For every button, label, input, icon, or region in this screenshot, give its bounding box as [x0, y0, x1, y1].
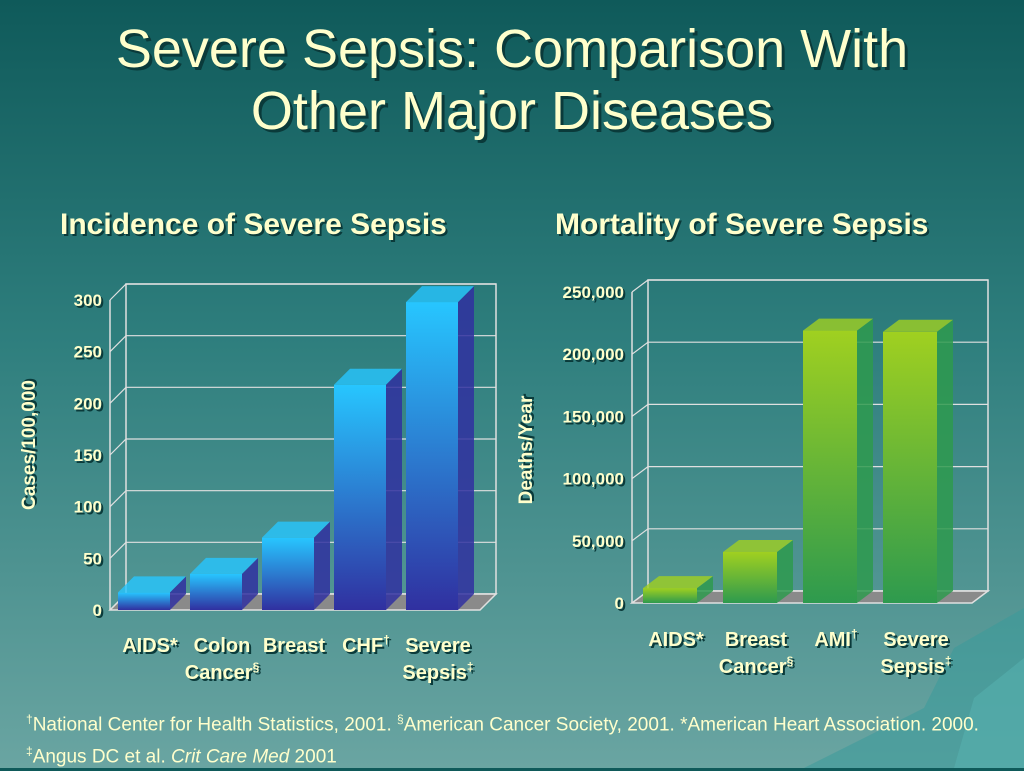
- incidence-bar: [190, 557, 258, 610]
- incidence-bar-top: [262, 521, 330, 538]
- incidence-plot: 0 50 100 150 200 250 300 Cases/100,000 AIDS* Colo…: [19, 283, 498, 684]
- incidence-tick-label: 150: [74, 446, 102, 465]
- incidence-gridline: [109, 335, 496, 353]
- mortality-plot: 0 50,000 100,000 150,000 200,000 250,000 Death…: [516, 279, 991, 678]
- incidence-bar: [334, 368, 402, 610]
- incidence-bar-top: [190, 557, 258, 574]
- mortality-bar: [723, 539, 793, 603]
- mortality-category-label: AMI†: [814, 627, 857, 651]
- mortality-bar-front: [643, 588, 697, 603]
- incidence-chart-title: Incidence of Severe Sepsis: [60, 208, 447, 241]
- mortality-bar: [643, 576, 713, 603]
- incidence-bar-front: [406, 302, 458, 610]
- mortality-tick-label: 0: [615, 594, 624, 613]
- mortality-tick-label: 200,000: [563, 345, 624, 364]
- mortality-chart-title: Mortality of Severe Sepsis: [555, 208, 929, 241]
- incidence-tick-label: 100: [74, 498, 102, 517]
- mortality-bar-side: [697, 576, 713, 603]
- incidence-bar-side: [242, 557, 258, 610]
- incidence-tick-label: 300: [74, 291, 102, 310]
- decorative-shapes: [804, 608, 1024, 768]
- incidence-category-label: CHF†: [342, 633, 390, 657]
- incidence-category-label-line2: Sepsis‡: [402, 660, 473, 684]
- mortality-bar-top: [723, 539, 793, 552]
- incidence-category-label: AIDS*: [122, 635, 178, 657]
- incidence-category-label: Colon: [194, 635, 251, 657]
- incidence-bar: [406, 286, 474, 610]
- mortality-bar-top: [803, 318, 873, 331]
- incidence-bar-side: [314, 521, 330, 610]
- mortality-y-axis-label: Deaths/Year: [516, 395, 537, 504]
- mortality-tick-label: 100,000: [563, 470, 624, 489]
- incidence-bar: [262, 521, 330, 610]
- incidence-bar: [118, 576, 186, 610]
- incidence-category-label: Breast: [263, 635, 326, 657]
- mortality-gridline: [631, 528, 988, 542]
- mortality-bar-front: [883, 331, 937, 603]
- incidence-tick-label: 200: [74, 394, 102, 413]
- mortality-bar: [803, 318, 873, 603]
- footnote-symbol-dagger: †: [26, 712, 33, 726]
- mortality-category-label: Breast: [725, 629, 788, 651]
- footnote-symbol-ddagger: ‡: [26, 744, 33, 759]
- mortality-category-label-line2: Sepsis‡: [880, 654, 951, 678]
- mortality-category-label: Severe: [883, 629, 949, 651]
- mortality-tick-label: 50,000: [572, 532, 624, 551]
- mortality-gridline: [631, 279, 988, 293]
- incidence-y-axis-label: Cases/100,000: [19, 380, 40, 510]
- incidence-tick-label: 50: [83, 549, 102, 568]
- mortality-category-label-line2: Cancer§: [719, 654, 794, 678]
- mortality-bar-side: [857, 318, 873, 603]
- footnote-journal: Crit Care Med: [171, 746, 290, 768]
- mortality-bar-side: [777, 539, 793, 603]
- footnote-year: 2001: [289, 746, 337, 768]
- mortality-gridline: [631, 403, 988, 417]
- footnote-symbol-section: §: [397, 712, 404, 726]
- footnote-nchs: National Center for Health Statistics, 2…: [32, 714, 398, 736]
- mortality-bar-top: [643, 576, 713, 589]
- incidence-bar-side: [386, 368, 402, 610]
- incidence-tick-label: 0: [93, 601, 102, 620]
- incidence-bar-front: [118, 592, 170, 610]
- mortality-bar-side: [937, 319, 953, 603]
- mortality-gridline: [631, 341, 988, 355]
- mortality-bar-front: [803, 330, 857, 603]
- incidence-category-label-line2: Cancer§: [185, 660, 260, 684]
- incidence-bar-front: [334, 384, 386, 610]
- incidence-bar-top: [118, 576, 186, 593]
- slide-title-line2: Other Major Diseases: [250, 81, 774, 141]
- mortality-category-label: AIDS*: [648, 629, 704, 651]
- incidence-category-label: Severe: [405, 635, 471, 657]
- incidence-bar-side: [458, 286, 474, 610]
- mortality-tick-label: 250,000: [563, 283, 624, 302]
- mortality-bar-top: [883, 319, 953, 332]
- incidence-bar-side: [170, 576, 186, 610]
- footnote-acs-aha: American Cancer Society, 2001. *American…: [403, 714, 979, 736]
- slide-title: Severe Sepsis: Comparison With Other Maj…: [0, 18, 1024, 142]
- footnote-angus: Angus DC et al.: [32, 746, 172, 768]
- mortality-bar-front: [723, 551, 777, 603]
- incidence-bar-front: [262, 537, 314, 610]
- incidence-bar-top: [406, 286, 474, 303]
- incidence-bar-top: [334, 368, 402, 385]
- incidence-gridline: [109, 283, 496, 301]
- mortality-tick-label: 150,000: [563, 407, 624, 426]
- footnote: †National Center for Health Statistics, …: [26, 706, 1006, 771]
- slide-title-line1: Severe Sepsis: Comparison With: [115, 19, 909, 79]
- incidence-tick-label: 250: [74, 343, 102, 362]
- mortality-bar: [883, 319, 953, 603]
- mortality-gridline: [631, 466, 988, 480]
- incidence-bar-front: [190, 573, 242, 610]
